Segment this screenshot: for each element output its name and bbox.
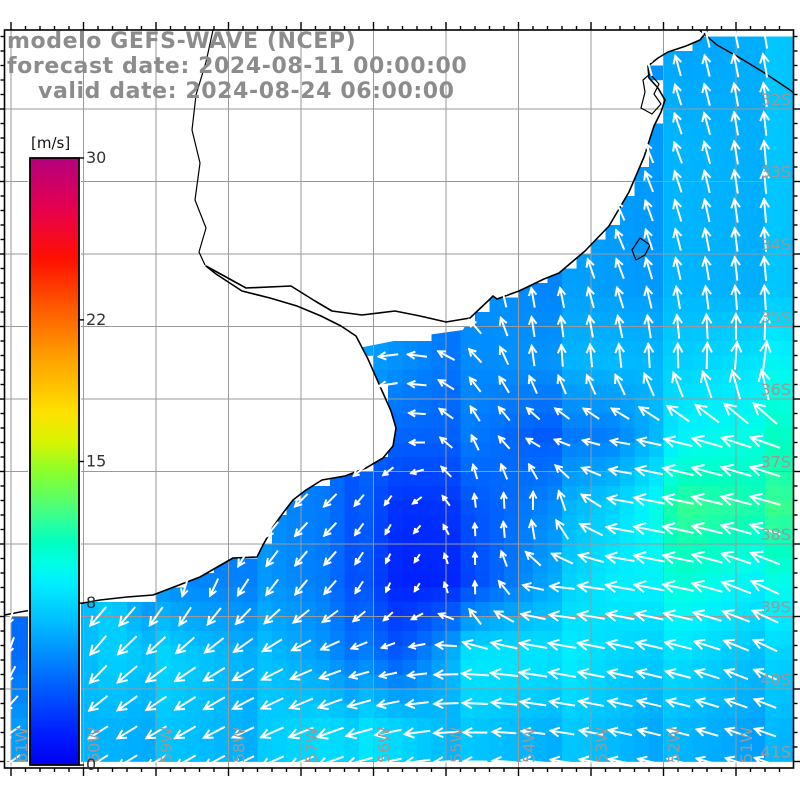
coastline-layer [4,30,794,616]
lat-label: 33S [760,163,791,182]
lat-label: 34S [760,235,791,254]
lat-label: 40S [760,670,791,689]
land-layer [0,30,708,616]
ne-coast-line [698,30,794,94]
colorbar-tick-label: 30 [86,148,106,167]
lat-label: 36S [760,380,791,399]
ocean-field-layer [11,36,794,762]
lon-label: 59W [157,727,176,763]
estuary-nodata-mask [335,283,470,348]
colorbar-unit-label: [m/s] [31,134,70,152]
lat-label: 41S [760,743,791,762]
lat-label: 37S [760,453,791,472]
colorbar: [m/s] 30 22 15 8 0 [28,134,106,774]
colorbar-gradient [29,157,80,766]
river-line [191,30,214,266]
model-title: modelo GEFS-WAVE (NCEP) [7,29,357,54]
lon-label: 57W [302,727,321,763]
colorbar-tick-label: 22 [86,310,106,329]
lagoon-outline [640,73,662,115]
colorbar-tick-label: 8 [86,593,96,612]
colorbar-tick-label: 15 [86,452,106,471]
coastline [4,30,709,616]
lat-label: 38S [760,525,791,544]
lon-label: 55W [447,727,466,763]
lon-label: 54W [520,727,539,763]
forecast-date-label: forecast date: 2024-08-11 00:00:00 [7,54,468,79]
graticule-labels: 32S 33S 34S 35S 36S 37S 38S 39S 40S 41S 61W 60W 59W 5… [12,90,791,763]
valid-date-label: valid date: 2024-08-24 06:00:00 [38,79,455,104]
lat-label: 35S [760,308,791,327]
lon-label: 60W [85,727,104,763]
lon-label: 51W [737,727,756,763]
lagoon-outline-2 [631,237,651,261]
lon-label: 52W [665,727,684,763]
colorbar-tick-label: 0 [86,755,96,774]
lon-label: 53W [592,727,611,763]
lat-label: 32S [760,90,791,109]
lon-label: 56W [375,727,394,763]
frame-layer [0,22,800,776]
lat-label: 39S [760,598,791,617]
lon-label: 58W [230,727,249,763]
lon-label: 61W [12,727,31,763]
